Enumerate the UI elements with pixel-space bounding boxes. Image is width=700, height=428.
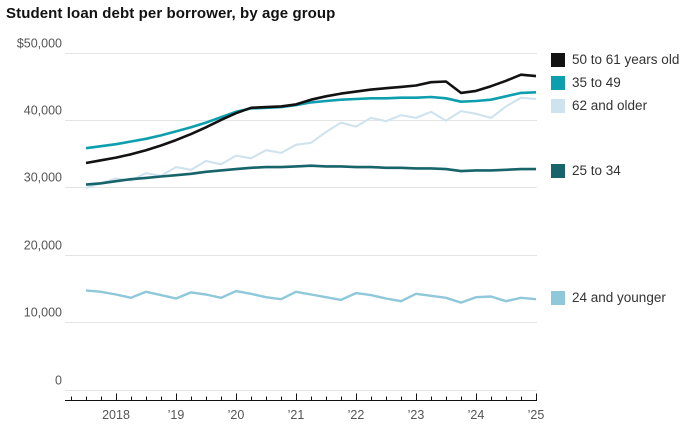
legend-label: 62 and older [572, 98, 648, 113]
legend-item-62-and-older: 62 and older [551, 98, 647, 113]
legend-swatch-icon [551, 290, 565, 305]
legend-swatch-icon [551, 163, 565, 178]
legend-label: 25 to 34 [572, 163, 621, 178]
svg-text:’24: ’24 [468, 408, 485, 422]
legend-swatch-icon [551, 98, 565, 113]
svg-text:’20: ’20 [228, 408, 245, 422]
svg-text:2018: 2018 [102, 408, 130, 422]
legend-label: 50 to 61 years old [572, 52, 680, 67]
legend-item-50-to-61: 50 to 61 years old [551, 52, 679, 67]
svg-text:30,000: 30,000 [24, 171, 62, 185]
svg-text:’21: ’21 [288, 408, 305, 422]
legend-label: 35 to 49 [572, 75, 621, 90]
svg-text:20,000: 20,000 [24, 239, 62, 253]
legend-item-35-to-49: 35 to 49 [551, 75, 621, 90]
svg-text:0: 0 [55, 374, 62, 388]
legend-swatch-icon [551, 75, 565, 90]
svg-text:’19: ’19 [168, 408, 185, 422]
svg-text:’25: ’25 [528, 408, 545, 422]
legend-label: 24 and younger [572, 290, 666, 305]
svg-text:’22: ’22 [348, 408, 365, 422]
svg-text:10,000: 10,000 [24, 306, 62, 320]
svg-text:’23: ’23 [408, 408, 425, 422]
legend-item-25-to-34: 25 to 34 [551, 163, 621, 178]
svg-text:$50,000: $50,000 [17, 37, 62, 51]
legend-item-24-and-younger: 24 and younger [551, 290, 666, 305]
chart-title: Student loan debt per borrower, by age g… [6, 5, 336, 22]
svg-text:40,000: 40,000 [24, 104, 62, 118]
legend-swatch-icon [551, 52, 565, 67]
